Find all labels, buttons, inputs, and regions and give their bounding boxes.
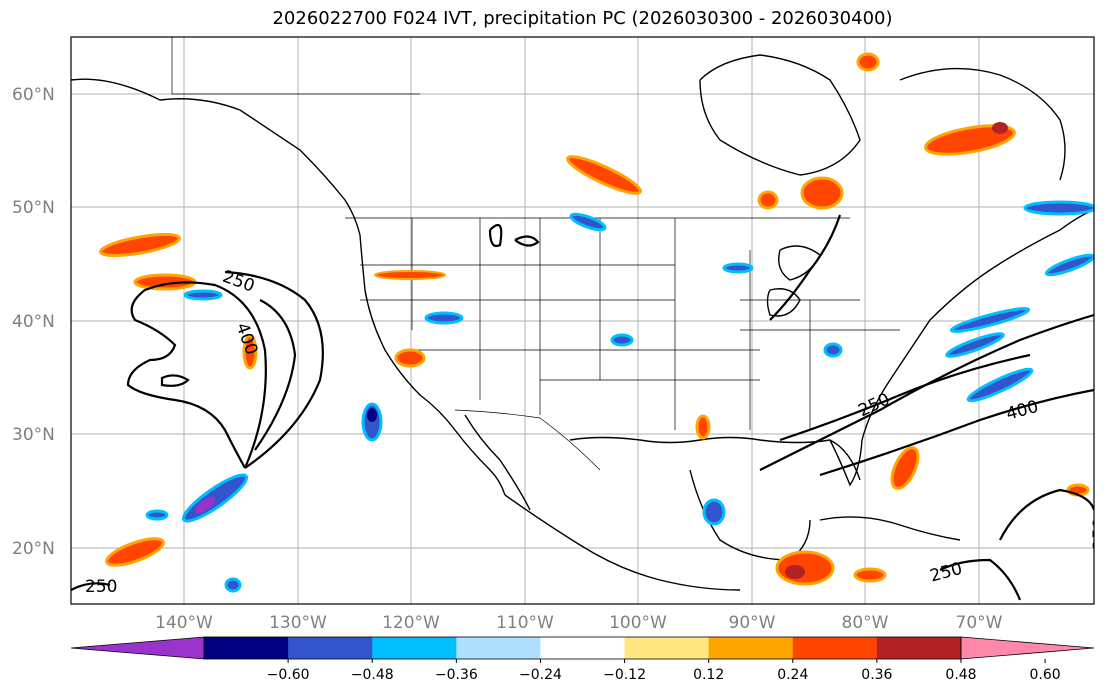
map-title: 2026022700 F024 IVT, precipitation PC (2…	[272, 8, 893, 29]
colorbar-tick-label: −0.12	[603, 667, 646, 683]
lat-label-60n: 60°N	[12, 85, 55, 105]
longitude-labels: 140°W 130°W 120°W 110°W 100°W 90°W 80°W …	[155, 613, 1003, 633]
lon-label-130w: 130°W	[269, 613, 327, 633]
ivt-label-250-pacific: 250	[85, 577, 117, 597]
lon-label-70w: 70°W	[956, 613, 1003, 633]
colorbar-tick-label: −0.24	[519, 667, 562, 683]
ivt-contours	[71, 214, 1094, 601]
lon-label-140w: 140°W	[155, 613, 213, 633]
colorbar-tick-label: −0.36	[435, 667, 478, 683]
colorbar-tick-label: 0.36	[861, 667, 892, 683]
colorbar-swatch	[624, 637, 710, 659]
political-borders	[171, 37, 900, 471]
lon-label-120w: 120°W	[382, 613, 440, 633]
colorbar: −0.60 −0.48 −0.36 −0.24 −0.12 0.12 0.24 0.36 0.4…	[70, 636, 1095, 683]
colorbar-swatch	[204, 637, 289, 659]
lon-label-90w: 90°W	[729, 613, 776, 633]
colorbar-swatch	[456, 637, 541, 659]
colorbar-outline	[203, 636, 962, 660]
lon-label-100w: 100°W	[609, 613, 667, 633]
lon-label-110w: 110°W	[496, 613, 554, 633]
colorbar-swatch	[372, 637, 457, 659]
map-frame	[70, 36, 1095, 605]
colorbar-tick-label: 0.60	[1030, 667, 1061, 683]
coastlines	[71, 54, 1094, 591]
lat-label-30n: 30°N	[12, 425, 55, 445]
latitude-labels: 60°N 50°N 40°N 30°N 20°N	[12, 85, 55, 559]
colorbar-swatch	[876, 637, 962, 659]
precip-negative-anomalies	[145, 200, 1094, 593]
lat-label-20n: 20°N	[12, 539, 55, 559]
lon-label-80w: 80°W	[842, 613, 889, 633]
colorbar-tick-label: −0.60	[267, 667, 310, 683]
colorbar-tick-label: 0.24	[777, 667, 808, 683]
ivt-label-250-atlantic: 250	[1090, 518, 1105, 550]
colorbar-swatch	[708, 637, 794, 659]
colorbar-swatch	[540, 637, 626, 659]
colorbar-swatch	[792, 637, 878, 659]
lat-label-40n: 40°N	[12, 312, 55, 332]
colorbar-tick-label: 0.12	[693, 667, 724, 683]
lat-label-50n: 50°N	[12, 198, 55, 218]
colorbar-tick-label: −0.48	[351, 667, 394, 683]
colorbar-extend-low	[70, 636, 205, 660]
colorbar-extend-high	[960, 636, 1095, 660]
colorbar-swatch	[288, 637, 373, 659]
colorbar-tick-label: 0.48	[945, 667, 976, 683]
